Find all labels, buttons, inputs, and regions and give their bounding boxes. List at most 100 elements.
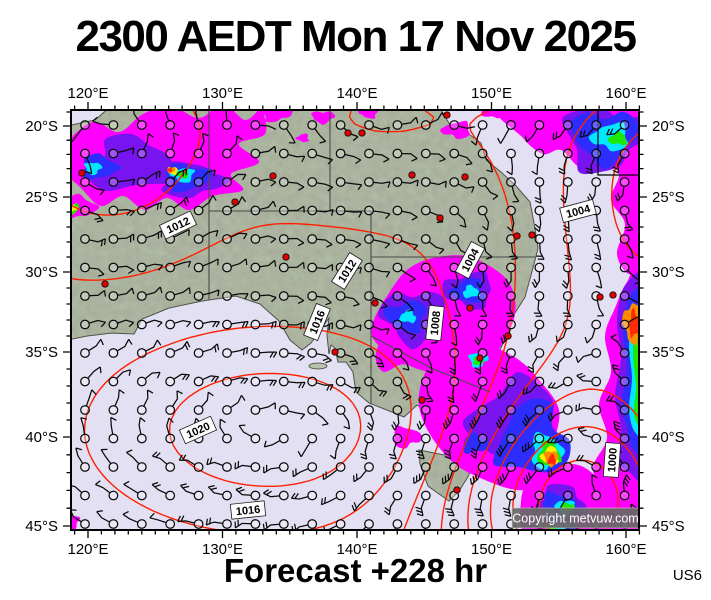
precip-area [629,307,639,339]
wind-barb [547,462,573,478]
wind-barb [611,364,630,387]
wind-barb [278,261,305,273]
wind-barb [96,510,119,529]
isobar-label: 1000 [602,442,622,478]
lon-tick-label-top: 140°E [336,85,377,102]
wind-barb [359,433,374,460]
station-dot [101,280,109,288]
station-dot [596,293,604,301]
wind-barb [136,132,154,159]
wind-barb [364,291,388,309]
wind-barb [222,258,248,273]
wind-barb [136,389,154,415]
wind-barb [250,234,277,244]
wind-barb [193,343,220,358]
wind-barb [476,262,488,289]
wind-barb [364,205,391,220]
station-dot [476,354,484,362]
wind-barb [392,519,403,530]
wind-barb [193,258,219,273]
wind-barb [250,402,276,415]
wind-barb [534,234,545,260]
wind-barb [222,394,246,415]
wind-barb [474,319,488,346]
wind-barb [108,287,135,301]
station-dot [331,348,339,356]
wind-barb [392,205,418,221]
wind-barb [392,234,419,251]
wind-barb [449,177,475,193]
wind-barb [560,177,573,204]
wind-barb [180,483,204,501]
wind-barb [441,462,460,485]
lon-tick-label-bottom: 130°E [202,541,243,558]
precip-area [462,432,491,455]
wind-barb [392,319,416,340]
lat-tick-label-right: 45°S [652,518,685,535]
domain-box [597,110,639,176]
wind-barb [108,369,132,387]
wind-barb [591,262,603,289]
wind-barb [552,120,573,141]
wind-barb [136,371,161,387]
wind-barb [307,120,327,144]
wind-barb [320,490,346,506]
lat-tick-label-left: 45°S [25,518,58,535]
wind-barb [222,232,248,244]
precipitation-layer [71,110,639,530]
wind-barb [420,519,431,530]
wind-barb [364,376,388,397]
wind-barb [80,319,106,330]
wind-barb [495,433,516,457]
wind-barb [307,262,334,273]
precip-area [311,111,336,125]
wind-barb [193,194,217,216]
wind-barb [502,490,516,517]
wind-barb [92,116,119,130]
precip-area [607,131,627,146]
station-dot [344,129,352,137]
lon-tick-label-bottom: 150°E [471,541,512,558]
wind-barb [420,262,437,287]
wind-barb [250,200,277,216]
lat-tick-label-right: 40°S [652,429,685,446]
map-layers: 101210121016101610201004100410081000Copy… [71,110,639,530]
wind-barb [136,201,163,216]
wind-barb [307,234,333,248]
precip-area [547,453,557,466]
wind-barb [610,334,630,358]
wind-barb [497,120,516,144]
wind-barb [165,417,176,444]
wind-barb [234,461,261,472]
wind-barb [165,168,188,187]
wind-barb [100,448,119,472]
wind-barb [136,417,147,444]
wind-barb [278,120,296,144]
wind-barb [605,395,630,415]
wind-barb [521,433,545,453]
wind-barb [449,519,460,530]
wind-barb [108,233,135,244]
wind-barb [193,319,221,330]
wind-barb [222,347,249,358]
wind-barb [470,433,488,459]
wind-barb [364,177,391,188]
wind-barb [503,262,516,288]
lon-tick-label-top: 150°E [471,85,512,102]
wind-barb [420,177,447,188]
wind-barb [136,319,163,330]
wind-barb [561,262,573,289]
wind-barb [80,366,102,387]
precip-area [166,167,173,173]
lat-tick-label-left: 20°S [25,118,58,135]
wind-barb [71,509,90,529]
wind-barb [527,348,545,374]
station-dot [453,486,461,494]
wind-barb [307,291,332,306]
wind-barb [278,177,305,191]
wind-barb [80,338,104,358]
wind-barb [505,291,516,317]
wind-barb [576,372,602,387]
wind-barb [449,120,476,130]
wind-barb [469,405,488,429]
